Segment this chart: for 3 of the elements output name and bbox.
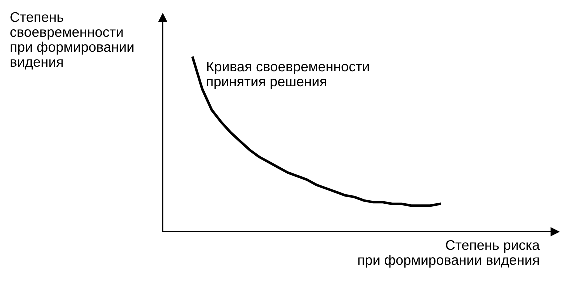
x-axis-title: Степень риска при формировании видения	[358, 240, 540, 268]
series-label: Кривая своевременности принятия решения	[207, 62, 370, 90]
y-axis-title: Степень своевременности при формировании видения	[10, 12, 134, 70]
